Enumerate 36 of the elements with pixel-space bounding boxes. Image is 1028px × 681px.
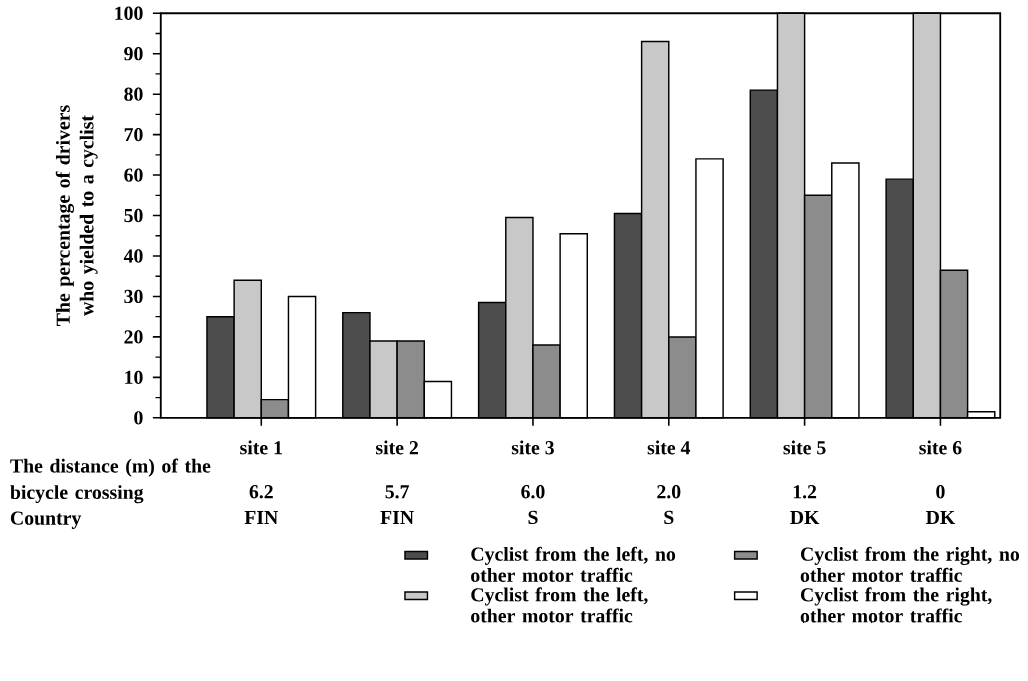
x-tick-label: site 5	[783, 440, 826, 455]
x-tick-label: site 6	[919, 440, 962, 455]
legend-label: Cyclist from the left, no other motor traffic	[471, 546, 676, 582]
text: 1.2	[793, 484, 817, 499]
text: Country	[10, 511, 82, 529]
y-axis-title: The percentage of drivers who yielded to a cyclist	[55, 105, 98, 326]
y-tick-label: 30	[124, 289, 143, 303]
text: The distance (m) of the bicycle crossing	[10, 458, 211, 504]
text: FIN	[244, 510, 279, 524]
text: 2.0	[657, 484, 681, 499]
x-tick-label: site 4	[647, 440, 691, 455]
legend-label: Cyclist from the right, other motor traffic	[800, 587, 992, 623]
x-tick-label: site 3	[511, 440, 554, 455]
x-tick-label: site 2	[376, 440, 418, 455]
text: DK	[790, 510, 820, 524]
y-tick-label: 90	[124, 46, 143, 61]
y-tick-label: 40	[123, 249, 143, 263]
text: 0	[936, 484, 945, 499]
text: 5.7	[385, 485, 409, 499]
legend-label: Cyclist from the left, other motor traffic	[471, 587, 648, 623]
y-tick-label: 10	[125, 370, 143, 384]
text: 6.2	[249, 484, 273, 499]
text: FIN	[380, 510, 414, 524]
y-tick-label: 80	[124, 87, 143, 101]
y-tick-label: 20	[124, 330, 143, 344]
y-tick-label: 50	[124, 208, 143, 223]
y-tick-label: 60	[124, 168, 143, 182]
y-tick-label: 0	[134, 410, 143, 425]
y-tick-label: 100	[115, 6, 143, 20]
text: 6.0	[521, 484, 545, 499]
text: S	[664, 510, 674, 524]
text: S	[528, 510, 538, 524]
x-tick-label: site 1	[240, 440, 282, 455]
legend-label: Cyclist from the right, no other motor traffic	[800, 546, 1020, 582]
text: DK	[925, 510, 956, 524]
y-tick-label: 70	[124, 127, 143, 142]
